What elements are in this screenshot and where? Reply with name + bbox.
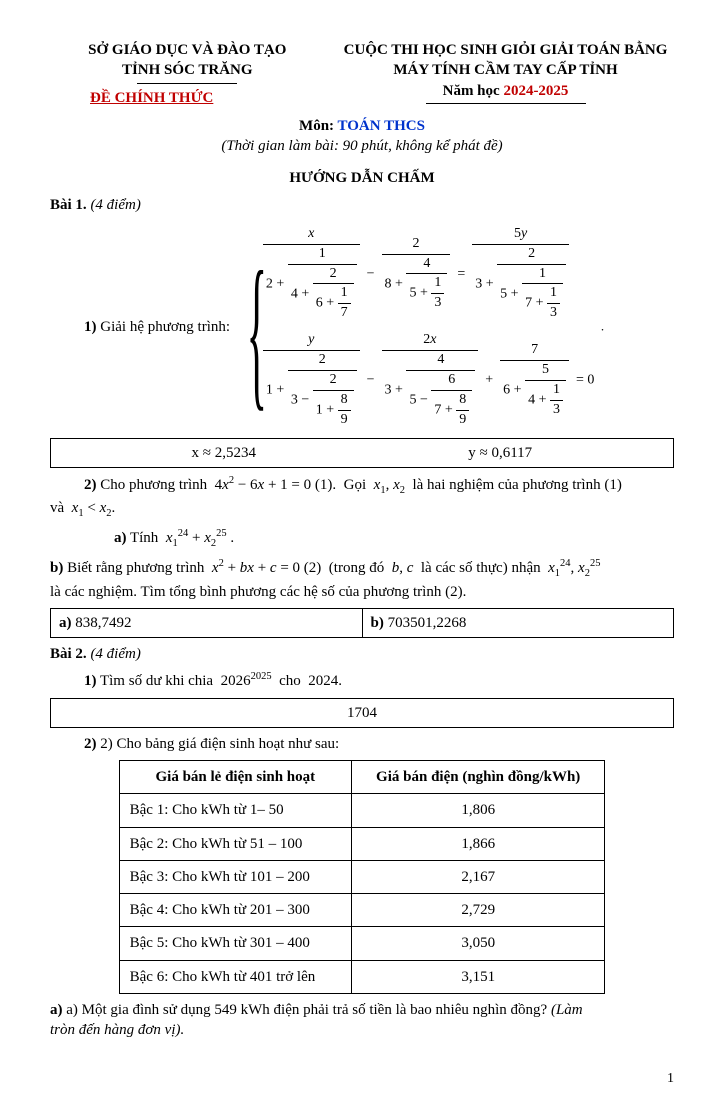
equation-lines: x2 + 14 + 26 + 17 − 28 + 45 + 13 = 5y3 +… [263,221,594,434]
tier-price: 3,151 [352,960,605,993]
bai2-label: Bài 2. [50,646,87,662]
table-row: Bậc 5: Cho kWh từ 301 – 4003,050 [119,927,605,960]
year-label: Năm học [443,83,504,99]
table-row: Bậc 4: Cho kWh từ 201 – 3002,729 [119,894,605,927]
bai1-q1-lead: 1) Giải hệ phương trình: [84,317,236,337]
equation-system: { x2 + 14 + 26 + 17 − 28 + 45 + 13 = 5y3… [236,221,604,434]
time-note: (Thời gian làm bài: 90 phút, không kể ph… [50,136,674,156]
table-row: Bậc 6: Cho kWh từ 401 trở lên3,151 [119,960,605,993]
header-right: CUỘC THI HỌC SINH GIỎI GIẢI TOÁN BẰNG MÁ… [337,40,674,110]
bai2-q1-ans: 1704 [51,698,674,727]
divider [426,103,586,104]
subject-line: Môn: TOÁN THCS [50,116,674,136]
bai1-heading: Bài 1. (4 điểm) [50,195,674,215]
tier-price: 3,050 [352,927,605,960]
subject-label: Môn: [299,118,337,134]
contest-line2: MÁY TÍNH CẦM TAY CẤP TỈNH [337,60,674,80]
bai1-q2a: a) Tính x124 + x225 . [114,527,674,551]
bai2-q2a-cont: tròn đến hàng đơn vị). [50,1020,674,1040]
bai2-q2a-note: (Làm [551,1002,583,1018]
bai1-q2-answer-box: a) 838,7492 b) 703501,2268 [50,608,674,638]
school-year: Năm học 2024-2025 [337,81,674,101]
org-line2: TỈNH SÓC TRĂNG [50,60,325,80]
tier-price: 2,729 [352,894,605,927]
bai1-points: (4 điểm) [90,197,140,213]
bai1-q2-cont: và x1 < x2. [50,498,674,521]
page-header: SỞ GIÁO DỤC VÀ ĐÀO TẠO TỈNH SÓC TRĂNG ĐỀ… [50,40,674,110]
tier-label: Bậc 5: Cho kWh từ 301 – 400 [119,927,351,960]
bai1-q2b-cont: là các nghiệm. Tìm tổng bình phương các … [50,582,674,602]
bai2-q1: 1) Tìm số dư khi chia 20262025 cho 2024. [84,670,674,691]
ans-2b-label: b) [371,615,384,631]
bai2-q2a-text: a) Một gia đình sử dụng 549 kWh điện phả… [66,1002,551,1018]
bai2-q1-answer-box: 1704 [50,698,674,728]
tier-label: Bậc 2: Cho kWh từ 51 – 100 [119,827,351,860]
subject-name: TOÁN THCS [338,118,425,134]
eq-line-2: y1 + 23 − 21 + 89 − 2x3 + 45 − 67 + 89 +… [263,331,594,429]
col2-header: Giá bán điện (nghìn đồng/kWh) [352,761,605,794]
eq-line-1: x2 + 14 + 26 + 17 − 28 + 45 + 13 = 5y3 +… [263,225,594,323]
electricity-price-table: Giá bán lẻ điện sinh hoạt Giá bán điện (… [119,760,606,994]
tier-label: Bậc 6: Cho kWh từ 401 trở lên [119,960,351,993]
bai2-q2-text: 2) Cho bảng giá điện sinh hoạt như sau: [100,736,339,752]
tier-label: Bậc 1: Cho kWh từ 1– 50 [119,794,351,827]
table-row: Bậc 3: Cho kWh từ 101 – 2002,167 [119,860,605,893]
ans-2a-val: 838,7492 [75,615,131,631]
answer-cell: x ≈ 2,5234 y ≈ 0,6117 [51,438,674,467]
bai1-q2b: b) Biết rằng phương trình x2 + bx + c = … [50,557,674,581]
page-number: 1 [50,1070,674,1089]
header-left: SỞ GIÁO DỤC VÀ ĐÀO TẠO TỈNH SÓC TRĂNG ĐỀ… [50,40,325,110]
table-row: Bậc 2: Cho kWh từ 51 – 1001,866 [119,827,605,860]
ans-x: x ≈ 2,5234 [87,443,360,463]
tier-price: 1,806 [352,794,605,827]
bai1-q1: 1) Giải hệ phương trình: { x2 + 14 + 26 … [50,221,674,434]
ans-2a-label: a) [59,615,72,631]
year-value: 2024-2025 [503,83,568,99]
guide-title: HƯỚNG DẪN CHẤM [50,168,674,188]
ans-2b-cell: b) 703501,2268 [362,608,674,637]
official-stamp: ĐỀ CHÍNH THỨC [90,88,325,108]
bai2-heading: Bài 2. (4 điểm) [50,644,674,664]
bai1-q2-lead: 2) Cho phương trình 4x2 − 6x + 1 = 0 (1)… [84,474,674,498]
col1-header: Giá bán lẻ điện sinh hoạt [119,761,351,794]
bai1-label: Bài 1. [50,197,87,213]
contest-line1: CUỘC THI HỌC SINH GIỎI GIẢI TOÁN BẰNG [337,40,674,60]
org-line1: SỞ GIÁO DỤC VÀ ĐÀO TẠO [50,40,325,60]
ans-y: y ≈ 0,6117 [364,443,637,463]
eq-period: . [598,318,605,333]
ans-2a-cell: a) 838,7492 [51,608,363,637]
tier-price: 2,167 [352,860,605,893]
bai1-q1-answer-box: x ≈ 2,5234 y ≈ 0,6117 [50,438,674,468]
tier-label: Bậc 4: Cho kWh từ 201 – 300 [119,894,351,927]
bai2-q2-lead: 2) 2) Cho bảng giá điện sinh hoạt như sa… [84,734,674,754]
tier-label: Bậc 3: Cho kWh từ 101 – 200 [119,860,351,893]
table-row: Bậc 1: Cho kWh từ 1– 501,806 [119,794,605,827]
tier-price: 1,866 [352,827,605,860]
table-header-row: Giá bán lẻ điện sinh hoạt Giá bán điện (… [119,761,605,794]
ans-2b-val: 703501,2268 [388,615,467,631]
bai2-points: (4 điểm) [90,646,140,662]
divider [137,83,237,84]
bai2-q2a: a) a) Một gia đình sử dụng 549 kWh điện … [50,1000,674,1020]
